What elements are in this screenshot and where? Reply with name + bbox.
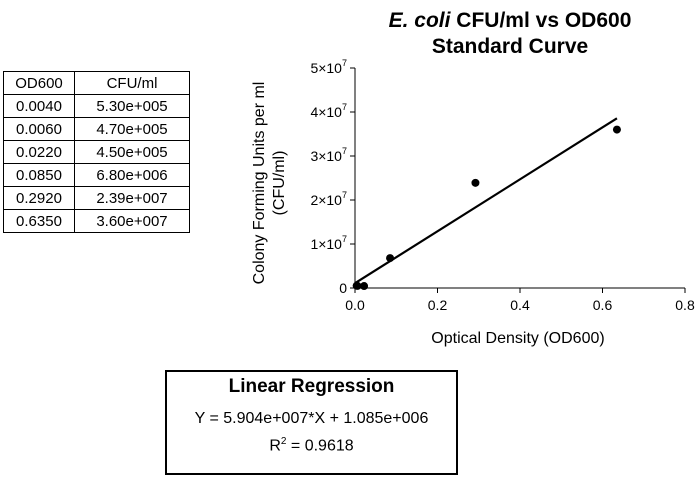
x-tick-label: 0.8 bbox=[675, 297, 695, 313]
regression-r2: R2 = 0.9618 bbox=[167, 436, 456, 455]
table-cell-cfu: 6.80e+006 bbox=[74, 163, 190, 187]
table-row: 0.0850 6.80e+006 bbox=[3, 163, 190, 187]
data-table: OD600 CFU/ml 0.0040 5.30e+005 0.0060 4.7… bbox=[3, 71, 190, 233]
table-row: 0.6350 3.60e+007 bbox=[3, 209, 190, 233]
data-point bbox=[471, 178, 480, 187]
y-tick-label: 2×107 bbox=[310, 190, 347, 208]
r2-label: R bbox=[269, 437, 281, 455]
table-row: 0.0220 4.50e+005 bbox=[3, 140, 190, 164]
regression-line bbox=[354, 117, 618, 285]
y-tick-label: 0 bbox=[339, 280, 347, 296]
regression-box: Linear Regression Y = 5.904e+007*X + 1.0… bbox=[165, 370, 458, 475]
y-tick-label: 5×107 bbox=[310, 58, 347, 76]
table-cell-cfu: 2.39e+007 bbox=[74, 186, 190, 210]
regression-line-group bbox=[354, 117, 618, 285]
table-cell-cfu: 5.30e+005 bbox=[74, 94, 190, 118]
r2-value: = 0.9618 bbox=[286, 437, 354, 455]
axes bbox=[354, 68, 685, 289]
chart-title: E. coli CFU/ml vs OD600 Standard Curve bbox=[340, 8, 680, 60]
x-tick-label: 0.0 bbox=[345, 297, 365, 313]
chart-title-rest: CFU/ml vs OD600 bbox=[450, 9, 632, 32]
data-points bbox=[352, 125, 621, 291]
data-point bbox=[612, 125, 621, 134]
x-tick-label: 0.6 bbox=[593, 297, 613, 313]
table-cell-cfu: 3.60e+007 bbox=[74, 209, 190, 233]
regression-equation: Y = 5.904e+007*X + 1.085e+006 bbox=[194, 410, 429, 427]
y-tick-label: 1×107 bbox=[310, 234, 347, 252]
table-header-od600: OD600 bbox=[3, 71, 75, 95]
regression-title: Linear Regression bbox=[228, 376, 395, 397]
table-row: 0.2920 2.39e+007 bbox=[3, 186, 190, 210]
chart-title-line1: E. coli CFU/ml vs OD600 bbox=[340, 8, 680, 34]
table-row: 0.0060 4.70e+005 bbox=[3, 117, 190, 141]
table-header-row: OD600 CFU/ml bbox=[3, 71, 190, 95]
table-cell-od600: 0.0850 bbox=[3, 163, 75, 187]
r2-exponent: 2 bbox=[280, 436, 287, 447]
table-cell-cfu: 4.50e+005 bbox=[74, 140, 190, 164]
y-tick-label: 3×107 bbox=[310, 146, 347, 164]
data-point bbox=[386, 254, 395, 263]
data-point bbox=[353, 281, 362, 290]
x-axis-label: Optical Density (OD600) bbox=[431, 330, 605, 347]
chart-title-line2: Standard Curve bbox=[431, 35, 589, 58]
x-tick-label: 0.2 bbox=[428, 297, 448, 313]
table-cell-od600: 0.2920 bbox=[3, 186, 75, 210]
table-header-cfu: CFU/ml bbox=[74, 71, 190, 95]
ticks: 0.0 0.2 0.4 0.6 0.8 0 1×107 2×107 3×107 4×107 5×10… bbox=[310, 58, 695, 313]
table-row: 0.0040 5.30e+005 bbox=[3, 94, 190, 118]
chart-title-italic: E. coli bbox=[388, 9, 451, 32]
x-tick-label: 0.4 bbox=[510, 297, 530, 313]
table-cell-cfu: 4.70e+005 bbox=[74, 117, 190, 141]
data-point bbox=[360, 282, 369, 291]
table-cell-od600: 0.0220 bbox=[3, 140, 75, 164]
y-tick-label: 4×107 bbox=[310, 102, 347, 120]
